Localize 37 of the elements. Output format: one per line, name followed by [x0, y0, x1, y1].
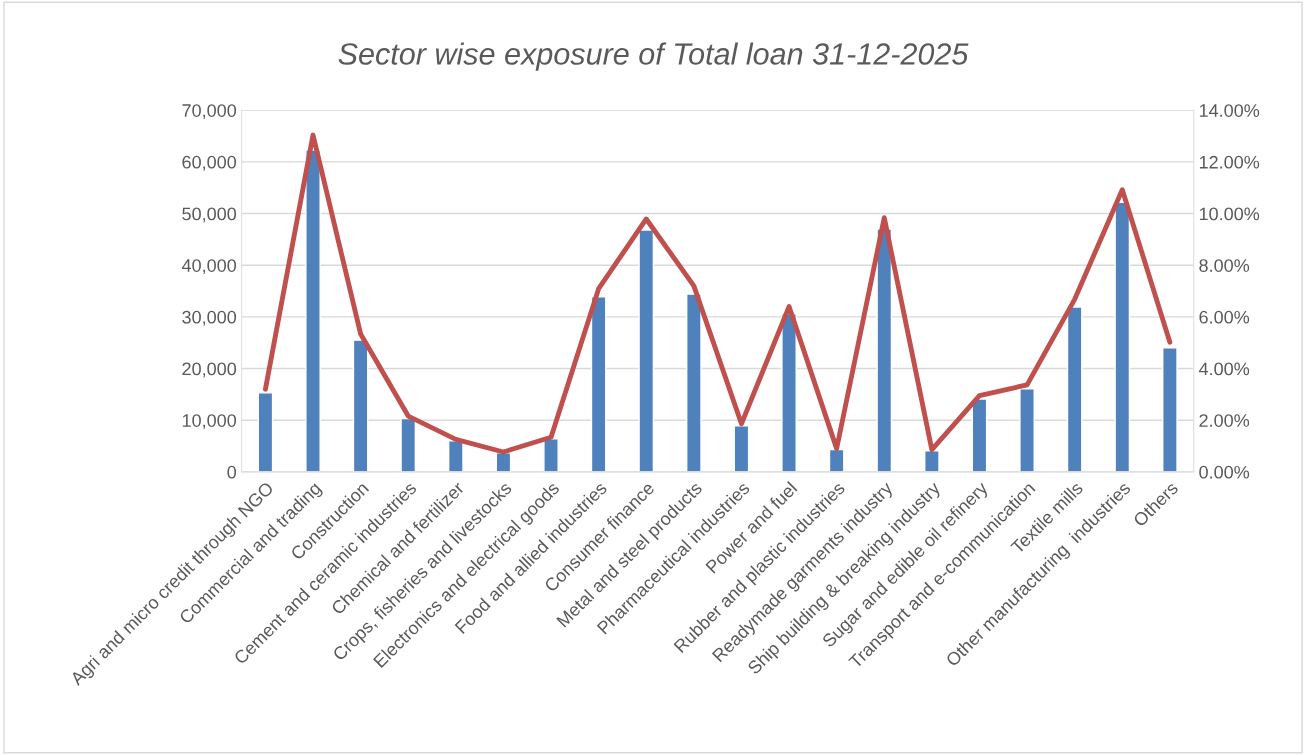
chart-title: Sector wise exposure of Total loan 31-12-2025: [338, 42, 969, 71]
bar: [1019, 388, 1035, 472]
bar: [1114, 201, 1131, 472]
y2-tick-label: 12.00%: [1199, 155, 1260, 169]
bar: [733, 425, 750, 472]
y-tick-label: 50,000: [182, 207, 237, 223]
y-tick-label: 0: [227, 465, 237, 479]
y2-tick-label: 10.00%: [1199, 207, 1260, 221]
y2-tick-label: 4.00%: [1198, 362, 1250, 376]
y2-tick-label: 0.00%: [1199, 465, 1250, 479]
bar: [638, 229, 655, 472]
y-tick-label: 10,000: [182, 414, 237, 430]
bar: [924, 449, 940, 472]
bar: [1066, 306, 1083, 472]
y-tick-label: 20,000: [182, 362, 237, 378]
bar: [828, 448, 845, 472]
y2-tick-label: 8.00%: [1199, 259, 1250, 272]
bar: [447, 440, 464, 472]
y-tick-label: 70,000: [182, 104, 237, 120]
bar: [781, 313, 797, 472]
bar: [305, 149, 321, 472]
line-series: [262, 132, 1173, 455]
y-tick-label: 60,000: [182, 155, 237, 171]
bar: [876, 228, 893, 472]
bar: [257, 392, 274, 472]
y-tick-label: 30,000: [182, 310, 237, 326]
bar: [1162, 347, 1178, 472]
bar: [590, 296, 607, 472]
bar: [686, 293, 702, 472]
y-tick-label: 40,000: [181, 259, 237, 275]
y2-tick-label: 2.00%: [1199, 414, 1250, 427]
bar: [971, 398, 988, 472]
bar: [352, 339, 369, 472]
y2-tick-label: 14.00%: [1199, 104, 1260, 117]
bar: [543, 438, 559, 472]
y2-tick-label: 6.00%: [1199, 310, 1250, 324]
bar: [400, 417, 417, 472]
